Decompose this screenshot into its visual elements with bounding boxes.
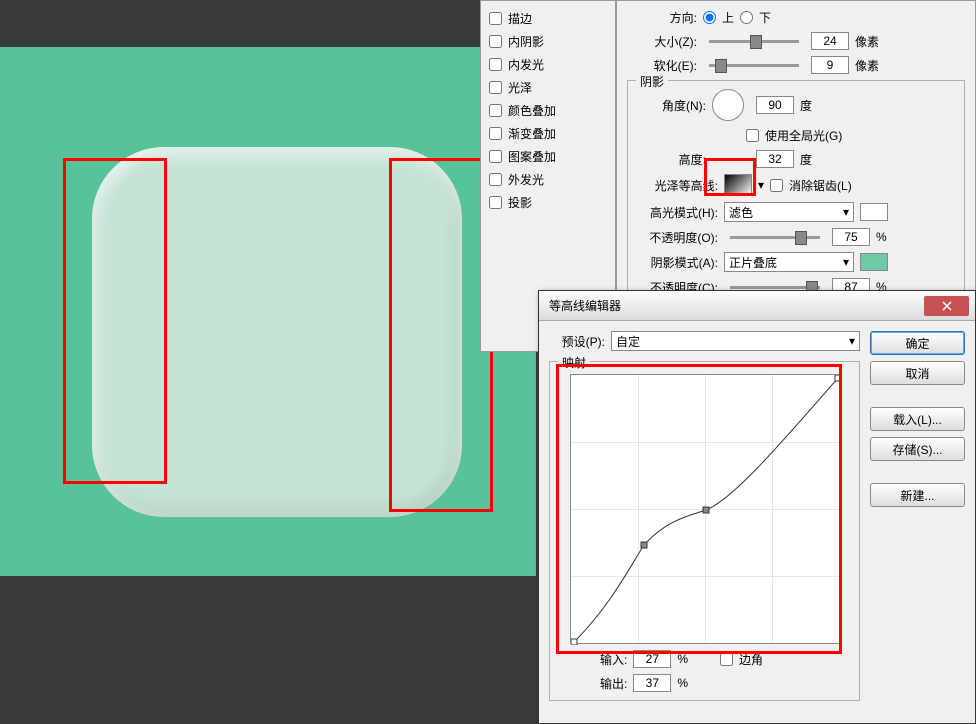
soften-unit: 像素 (855, 57, 879, 74)
angle-label: 角度(N): (636, 97, 706, 114)
shadow-group-title: 阴影 (636, 73, 668, 90)
cancel-label: 取消 (905, 365, 929, 382)
dir-down-label: 下 (759, 9, 771, 26)
angle-input[interactable] (756, 96, 794, 114)
canvas-area (0, 0, 536, 724)
window-title: 等高线编辑器 (545, 297, 924, 314)
style-checkbox[interactable] (489, 104, 502, 117)
style-item-outer-glow[interactable]: 外发光 (481, 168, 615, 191)
output-label: 输出: (600, 675, 627, 692)
highlight-mode-label: 高光模式(H): (636, 204, 718, 221)
corner-checkbox[interactable] (720, 653, 733, 666)
load-label: 载入(L)... (893, 411, 942, 428)
altitude-input[interactable] (756, 150, 794, 168)
dir-up-label: 上 (722, 9, 734, 26)
percent-label: % (677, 676, 688, 690)
style-checkbox[interactable] (489, 150, 502, 163)
bevel-settings-panel: 方向: 上 下 大小(Z): 像素 软化(E): 像素 阴影 角度(N): 度 … (616, 0, 976, 300)
style-label: 颜色叠加 (508, 102, 556, 119)
style-item-inner-glow[interactable]: 内发光 (481, 53, 615, 76)
ok-button[interactable]: 确定 (870, 331, 965, 355)
style-label: 渐变叠加 (508, 125, 556, 142)
percent-label: % (677, 652, 688, 666)
angle-unit: 度 (800, 97, 812, 114)
new-label: 新建... (900, 487, 934, 504)
soften-input[interactable] (811, 56, 849, 74)
close-icon (942, 301, 952, 311)
load-button[interactable]: 载入(L)... (870, 407, 965, 431)
shadow-color-swatch[interactable] (860, 253, 888, 271)
soften-slider[interactable] (709, 64, 799, 67)
save-label: 存储(S)... (893, 441, 943, 458)
altitude-unit: 度 (800, 151, 812, 168)
global-light-label: 使用全局光(G) (765, 127, 842, 144)
style-checkbox[interactable] (489, 173, 502, 186)
opacity1-label: 不透明度(O): (636, 229, 718, 246)
shadow-mode-value: 正片叠底 (729, 254, 777, 271)
style-item-color-overlay[interactable]: 颜色叠加 (481, 99, 615, 122)
annotation-highlight-curve (556, 364, 842, 654)
size-slider[interactable] (709, 40, 799, 43)
style-checkbox[interactable] (489, 12, 502, 25)
opacity1-slider[interactable] (730, 236, 820, 239)
style-label: 外发光 (508, 171, 544, 188)
direction-label: 方向: (627, 9, 697, 26)
highlight-mode-value: 滤色 (729, 204, 753, 221)
size-unit: 像素 (855, 33, 879, 50)
size-input[interactable] (811, 32, 849, 50)
antialias-label: 消除锯齿(L) (789, 177, 852, 194)
cancel-button[interactable]: 取消 (870, 361, 965, 385)
style-item-satin[interactable]: 光泽 (481, 76, 615, 99)
contour-dropdown-icon[interactable]: ▾ (758, 178, 764, 192)
style-item-drop-shadow[interactable]: 投影 (481, 191, 615, 214)
opacity2-slider[interactable] (730, 286, 820, 289)
style-label: 描边 (508, 10, 532, 27)
style-label: 图案叠加 (508, 148, 556, 165)
style-item-pattern-overlay[interactable]: 图案叠加 (481, 145, 615, 168)
direction-up-radio[interactable] (703, 11, 716, 24)
annotation-box-right (389, 158, 493, 512)
global-light-checkbox[interactable] (746, 129, 759, 142)
altitude-label: 高度: (636, 151, 706, 168)
angle-dial[interactable] (712, 89, 744, 121)
ok-label: 确定 (905, 335, 929, 352)
shadow-mode-dropdown[interactable]: 正片叠底 (724, 252, 854, 272)
percent-label: % (876, 230, 887, 244)
preset-value: 自定 (616, 333, 640, 350)
canvas-background (0, 47, 536, 576)
style-item-gradient-overlay[interactable]: 渐变叠加 (481, 122, 615, 145)
titlebar[interactable]: 等高线编辑器 (539, 291, 975, 321)
style-label: 光泽 (508, 79, 532, 96)
style-label: 内阴影 (508, 33, 544, 50)
annotation-highlight-contour (704, 158, 756, 196)
style-label: 内发光 (508, 56, 544, 73)
size-label: 大小(Z): (627, 33, 697, 50)
preset-label: 预设(P): (549, 333, 605, 350)
soften-label: 软化(E): (627, 57, 697, 74)
style-checkbox[interactable] (489, 196, 502, 209)
style-label: 投影 (508, 194, 532, 211)
annotation-box-left (63, 158, 167, 484)
shadow-mode-label: 阴影模式(A): (636, 254, 718, 271)
style-checkbox[interactable] (489, 58, 502, 71)
style-checkbox[interactable] (489, 127, 502, 140)
shadow-group: 阴影 角度(N): 度 使用全局光(G) 高度: 度 光泽等高线: ▾ 消除锯齿… (627, 80, 965, 311)
save-button[interactable]: 存储(S)... (870, 437, 965, 461)
close-button[interactable] (924, 296, 969, 316)
style-checkbox[interactable] (489, 35, 502, 48)
new-button[interactable]: 新建... (870, 483, 965, 507)
highlight-mode-dropdown[interactable]: 滤色 (724, 202, 854, 222)
style-item-inner-shadow[interactable]: 内阴影 (481, 30, 615, 53)
style-checkbox[interactable] (489, 81, 502, 94)
highlight-color-swatch[interactable] (860, 203, 888, 221)
curve-output-field[interactable] (633, 674, 671, 692)
antialias-checkbox[interactable] (770, 179, 783, 192)
direction-down-radio[interactable] (740, 11, 753, 24)
preset-dropdown[interactable]: 自定 (611, 331, 860, 351)
style-item-stroke[interactable]: 描边 (481, 7, 615, 30)
opacity1-input[interactable] (832, 228, 870, 246)
